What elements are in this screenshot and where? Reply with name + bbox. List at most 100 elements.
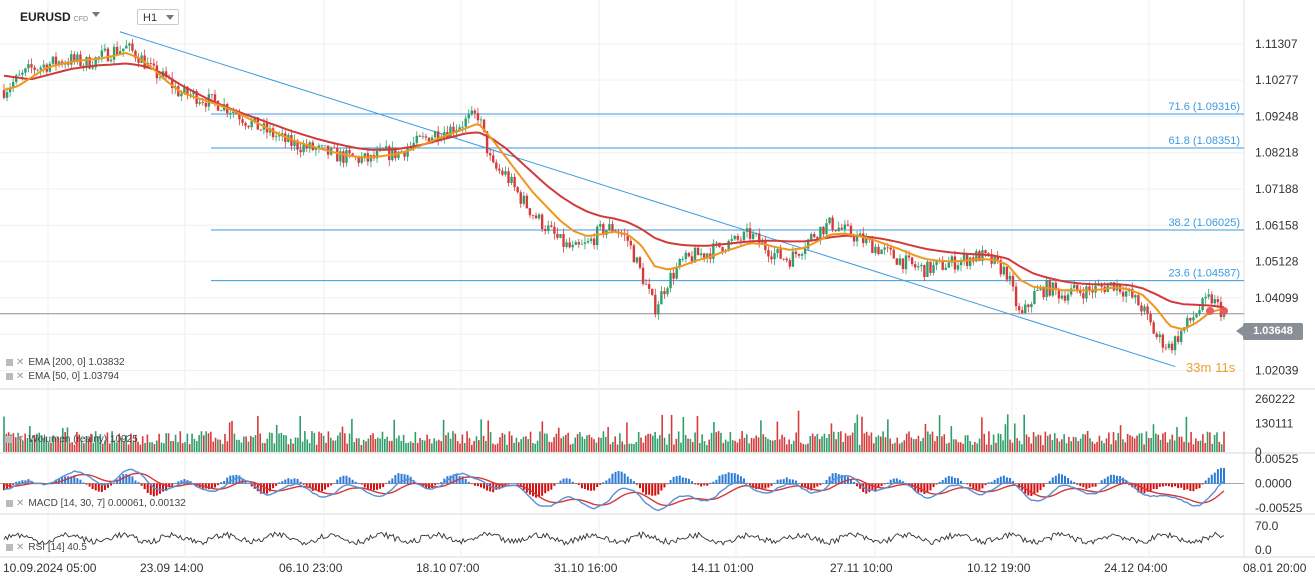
macd-histogram-bar xyxy=(584,484,586,490)
candle-body xyxy=(984,250,986,253)
macd-histogram-bar xyxy=(602,482,604,483)
candle-body xyxy=(908,255,910,257)
volume-bar xyxy=(1150,438,1152,452)
candle-body xyxy=(657,304,659,314)
volume-bar xyxy=(1035,436,1037,452)
volume-bar xyxy=(767,439,769,452)
legend-ema50[interactable]: ✕EMA [50, 0] 1.03794 xyxy=(6,371,119,382)
close-icon[interactable]: ✕ xyxy=(16,542,24,553)
volume-bar xyxy=(701,434,703,452)
legend-ema200[interactable]: ✕ EMA [200, 0] 1.03832 xyxy=(6,357,125,368)
close-icon[interactable]: ✕ xyxy=(16,498,24,509)
volume-bar xyxy=(227,441,229,452)
volume-bar xyxy=(231,421,233,452)
candle-body xyxy=(752,234,754,239)
volume-bar xyxy=(74,445,76,452)
candle-body xyxy=(1085,286,1087,298)
candle-body xyxy=(513,177,515,187)
close-icon[interactable]: ✕ xyxy=(16,434,24,445)
macd-histogram-bar xyxy=(327,484,329,488)
volume-bar xyxy=(581,437,583,452)
volume-bar xyxy=(565,435,567,452)
candle-body xyxy=(935,261,937,265)
volume-bar xyxy=(504,434,506,452)
candle-body xyxy=(1027,305,1029,308)
legend-ema200-text: EMA [200, 0] 1.03832 xyxy=(28,357,124,368)
volume-bar xyxy=(384,439,386,452)
volume-bar xyxy=(1146,431,1148,452)
volume-bar xyxy=(363,440,365,452)
volume-bar xyxy=(694,432,696,452)
candle-body xyxy=(113,47,115,60)
timeframe-select[interactable]: H1 xyxy=(137,9,179,25)
macd-histogram-bar xyxy=(569,479,571,484)
volume-bar xyxy=(753,438,755,452)
volume-bar xyxy=(1021,444,1023,452)
volume-bar xyxy=(415,432,417,452)
volume-bar xyxy=(422,440,424,452)
volume-bar xyxy=(318,432,320,452)
macd-histogram-bar xyxy=(153,484,155,497)
volume-bar xyxy=(908,431,910,452)
candle-body xyxy=(871,240,873,254)
macd-histogram-bar xyxy=(923,484,925,494)
volume-bar xyxy=(915,439,917,452)
volume-bar xyxy=(1099,436,1101,452)
volume-bar xyxy=(955,439,957,452)
volume-bar xyxy=(1164,432,1166,452)
candle-body xyxy=(948,263,950,268)
macd-histogram-bar xyxy=(284,480,286,484)
macd-histogram-bar xyxy=(1040,484,1042,491)
volume-bar xyxy=(631,444,633,452)
macd-histogram-bar xyxy=(1211,475,1213,484)
candle-body xyxy=(520,192,522,204)
volume-bar xyxy=(1181,437,1183,452)
volume-bar xyxy=(633,444,635,452)
symbol-dropdown-icon[interactable] xyxy=(92,12,100,17)
volume-bar xyxy=(979,438,981,452)
volume-bar xyxy=(382,432,384,452)
candle-body xyxy=(734,236,736,239)
close-icon[interactable]: ✕ xyxy=(16,371,24,382)
volume-bar xyxy=(361,445,363,452)
legend-macd[interactable]: ✕MACD [14, 30, 7] 0.00061, 0.00132 xyxy=(6,498,186,509)
candle-body xyxy=(55,57,57,65)
x-tick-label: 10.12 19:00 xyxy=(967,561,1031,575)
candle-body xyxy=(70,54,72,64)
volume-bar xyxy=(203,435,205,452)
volume-bar xyxy=(1052,440,1054,452)
volume-bar xyxy=(255,435,257,452)
volume-bar xyxy=(1063,434,1065,452)
candle-body xyxy=(917,266,919,267)
volume-bar xyxy=(868,436,870,452)
candle-body xyxy=(480,120,482,121)
candle-body xyxy=(504,171,506,174)
candle-body xyxy=(844,224,846,229)
legend-rsi[interactable]: ✕RSI [14] 40.5 xyxy=(6,542,87,553)
candle-body xyxy=(645,284,647,285)
candle-body xyxy=(957,265,959,269)
volume-bar xyxy=(546,434,548,452)
volume-bar xyxy=(205,431,207,452)
candle-body xyxy=(101,51,103,57)
macd-histogram-bar xyxy=(394,475,396,484)
candle-body xyxy=(388,146,390,160)
volume-bar xyxy=(925,424,927,452)
macd-histogram-bar xyxy=(336,480,338,484)
candle-body xyxy=(874,247,876,253)
volume-bar xyxy=(1030,444,1032,452)
macd-histogram-bar xyxy=(633,481,635,484)
volume-bar xyxy=(471,445,473,452)
macd-histogram-bar xyxy=(948,476,950,484)
macd-histogram-bar xyxy=(324,484,326,490)
ema200-line xyxy=(4,64,1224,308)
volume-bar xyxy=(335,440,337,452)
volume-bar xyxy=(525,436,527,452)
volume-bar xyxy=(377,438,379,452)
close-icon[interactable]: ✕ xyxy=(16,357,24,368)
macd-histogram-bar xyxy=(272,484,274,489)
legend-volume[interactable]: ✕Wolumen (realny) 10925 xyxy=(6,434,138,445)
